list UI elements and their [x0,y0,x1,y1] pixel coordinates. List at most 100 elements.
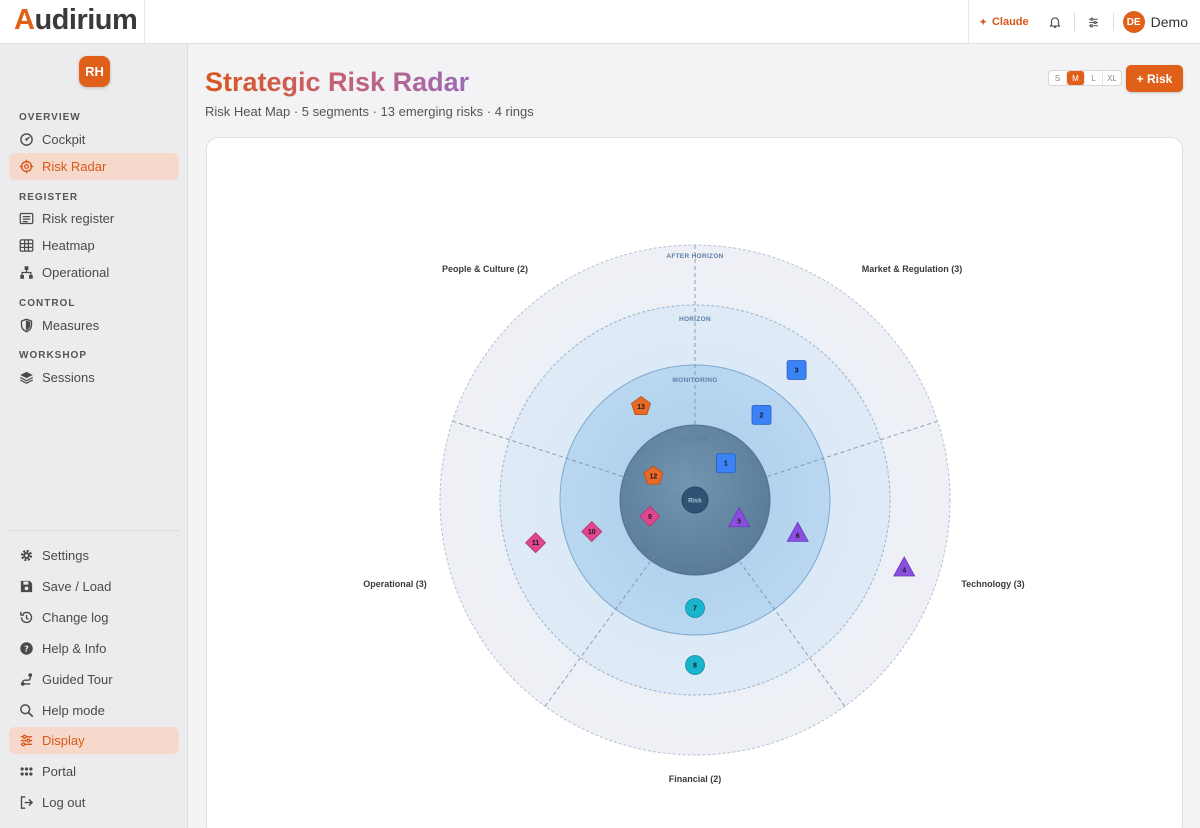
risk-marker-7[interactable]: 7 [685,598,705,618]
risk-marker-label: 10 [588,529,596,536]
shield-icon [18,318,34,334]
sidebar-item-save-load[interactable]: Save / Load [9,573,179,600]
segment-divider [452,420,683,497]
risk-marker-label: 8 [693,663,697,670]
radar-center: Risk [681,486,709,514]
section-control: CONTROL [19,298,76,309]
sidebar-item-label: Cockpit [42,132,86,147]
avatar: DE [1122,11,1145,33]
sidebar-item-cockpit[interactable]: Cockpit [9,126,179,153]
sliders-icon [1089,17,1098,27]
risk-marker-label: 4 [902,567,906,574]
risk-marker-6[interactable]: 6 [786,521,809,542]
page-title: Strategic Risk Radar [205,67,470,97]
risk-marker-label: 5 [737,518,741,525]
sidebar-item-change-log[interactable]: Change log [9,604,179,631]
radar-segment-labels: People & Culture (2) Market & Regulation … [363,264,1024,784]
risk-marker-8[interactable]: 8 [685,655,705,675]
risk-marker-label: 11 [532,540,540,547]
sidebar-item-label: Save / Load [42,579,112,594]
sidebar-item-portal[interactable]: Portal [9,758,179,785]
radar-core-label: Risk [688,498,702,505]
sidebar-item-risk-register[interactable]: Risk register [9,205,179,232]
route-icon [18,672,34,688]
risk-marker-1[interactable]: 1 [715,453,736,474]
risk-marker-12[interactable]: 12 [643,465,664,485]
sidebar-item-label: Display [42,733,85,748]
risk-marker-2[interactable]: 2 [751,404,772,425]
sidebar-item-heatmap[interactable]: Heatmap [9,232,179,259]
org-badge[interactable]: RH [79,56,110,87]
question-icon: ? [18,641,34,657]
sidebar-item-measures[interactable]: Measures [9,312,179,339]
claude-button[interactable]: ✦ Claude [969,16,1038,28]
logo-rest: udirium [34,4,138,36]
notifications-button[interactable] [1039,0,1071,44]
sidebar-item-label: Heatmap [42,238,95,253]
section-register: REGISTER [19,192,79,203]
risk-marker-label: 9 [648,514,652,521]
svg-text:?: ? [24,643,29,653]
bell-icon [1049,17,1060,28]
segment-divider [702,510,846,707]
risk-marker-4[interactable]: 4 [893,556,916,577]
sidebar-item-help-mode[interactable]: Help mode [9,697,179,724]
risk-marker-label: 13 [637,404,645,411]
sidebar-item-settings[interactable]: Settings [9,542,179,569]
size-option-xl[interactable]: XL [1107,73,1117,83]
radar-core [681,486,709,514]
risk-marker-9[interactable]: 9 [639,505,661,527]
segment-label: Market & Regulation (3) [862,264,963,274]
segment-label: Operational (3) [363,579,427,589]
sidebar-item-label: Help mode [42,703,105,718]
sidebar-item-label: Risk register [42,211,115,226]
sliders-icon [18,733,34,749]
segment-label: Technology (3) [961,579,1024,589]
add-risk-button[interactable]: + Risk [1126,65,1183,92]
sidebar-item-log-out[interactable]: Log out [9,789,179,816]
sidebar-item-display[interactable]: Display [9,727,179,754]
sidebar-item-sessions[interactable]: Sessions [9,364,179,391]
size-option-s[interactable]: S [1049,71,1067,85]
floppy-icon [18,579,34,595]
sidebar-item-risk-radar[interactable]: Risk Radar [9,153,179,180]
sidebar-item-label: Sessions [42,370,95,385]
risk-marker-5[interactable]: 5 [728,506,751,528]
sidebar-item-help-info[interactable]: ? Help & Info [9,635,179,662]
sidebar-item-guided-tour[interactable]: Guided Tour [9,666,179,693]
logo-first-letter: A [14,4,35,36]
risk-marker-label: 2 [760,412,764,419]
sidebar-item-label: Guided Tour [42,672,113,687]
sidebar-item-label: Help & Info [42,641,107,656]
toolbar-divider [1112,13,1114,31]
segment-label: Financial (2) [669,774,722,784]
user-menu[interactable]: DE Demo [1117,11,1200,33]
apps-grid-icon [18,764,34,780]
risk-marker-label: 1 [724,461,728,468]
section-workshop: WORKSHOP [19,350,87,361]
claude-label: Claude [991,16,1029,28]
risk-marker-10[interactable]: 10 [581,521,603,543]
size-option-m[interactable]: M [1067,71,1085,85]
sidebar-divider [9,530,179,531]
risk-marker-13[interactable]: 13 [631,396,651,416]
hierarchy-icon [18,265,34,281]
top-bar-actions: ✦ Claude DE Demo [968,0,1200,44]
app-logo[interactable]: Audirium [14,4,138,37]
risk-marker-11[interactable]: 11 [525,532,547,554]
logo-area[interactable]: Audirium [0,0,145,44]
gauge-icon [18,132,34,148]
sidebar-item-operational[interactable]: Operational [9,259,179,286]
size-toggle: S M L XL [1048,70,1122,86]
top-bar: Audirium ✦ Claude DE Demo [0,0,1200,44]
history-icon [18,610,34,626]
size-option-l[interactable]: L [1085,71,1103,85]
crosshair-icon [18,159,34,175]
preferences-button[interactable] [1078,0,1110,44]
grid-icon [18,238,34,254]
risk-marker-3[interactable]: 3 [786,360,807,380]
sidebar-item-label: Measures [42,318,100,333]
sparkle-icon: ✦ [979,16,987,27]
segment-divider [707,420,938,497]
